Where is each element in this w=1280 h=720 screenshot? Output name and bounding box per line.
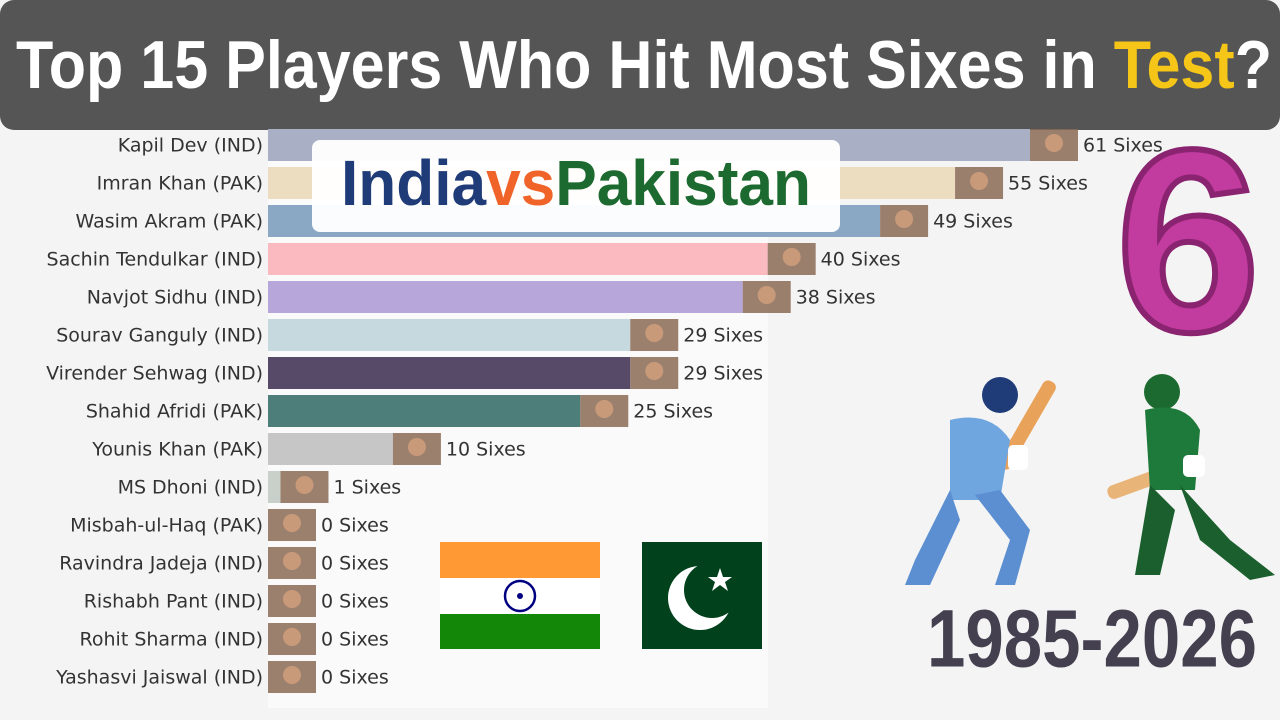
player-face xyxy=(895,210,914,228)
player-face xyxy=(283,666,301,684)
six-badge: 6 xyxy=(1116,97,1261,387)
category-label: Navjot Sidhu (IND) xyxy=(87,287,263,309)
value-label: 61 Sixes xyxy=(1083,135,1163,157)
category-label: Virender Sehwag (IND) xyxy=(46,363,263,385)
pakistan-batsman xyxy=(1107,374,1275,580)
subtitle-box xyxy=(312,140,840,232)
bar xyxy=(268,319,631,351)
value-label: 0 Sixes xyxy=(321,515,389,537)
category-label: Yashasvi Jaiswal (IND) xyxy=(55,667,263,689)
category-label: Shahid Afridi (PAK) xyxy=(86,401,263,423)
india-batsman xyxy=(905,377,1056,585)
category-label: Misbah-ul-Haq (PAK) xyxy=(70,515,263,537)
subtitle: IndiavsPakistan xyxy=(341,147,811,219)
chart-title: Top 15 Players Who Hit Most Sixes in Tes… xyxy=(16,27,1272,103)
title-part: Test xyxy=(1114,27,1235,103)
player-face xyxy=(595,400,614,418)
category-label: Rohit Sharma (IND) xyxy=(80,629,263,651)
value-label: 0 Sixes xyxy=(321,591,389,613)
category-label: Ravindra Jadeja (IND) xyxy=(59,553,263,575)
bar xyxy=(268,357,631,389)
player-face xyxy=(283,590,301,608)
value-label: 38 Sixes xyxy=(796,287,876,309)
value-label: 0 Sixes xyxy=(321,667,389,689)
player-face xyxy=(283,514,301,532)
player-face xyxy=(295,476,314,494)
value-label: 0 Sixes xyxy=(321,629,389,651)
value-label: 29 Sixes xyxy=(683,363,763,385)
title-part: ? xyxy=(1235,27,1272,103)
value-label: 25 Sixes xyxy=(633,401,713,423)
bar xyxy=(268,395,581,427)
title-banner xyxy=(0,0,1280,130)
category-label: Imran Khan (PAK) xyxy=(97,173,263,195)
value-label: 10 Sixes xyxy=(446,439,526,461)
bar xyxy=(268,281,743,313)
player-face xyxy=(645,324,664,342)
value-label: 55 Sixes xyxy=(1008,173,1088,195)
player-face xyxy=(757,286,776,304)
player-face xyxy=(782,248,801,266)
period: 1985-2026 xyxy=(927,594,1257,685)
value-label: 49 Sixes xyxy=(933,211,1013,233)
value-label: 1 Sixes xyxy=(333,477,401,499)
value-label: 0 Sixes xyxy=(321,553,389,575)
player-face xyxy=(283,552,301,570)
category-label: Younis Khan (PAK) xyxy=(91,439,263,461)
title-part: vs xyxy=(486,147,555,219)
value-label: 40 Sixes xyxy=(821,249,901,271)
pakistan-flag xyxy=(642,542,762,649)
player-face xyxy=(407,438,426,456)
player-face xyxy=(283,628,301,646)
title-part: India xyxy=(341,147,486,219)
category-label: Sourav Ganguly (IND) xyxy=(56,325,263,347)
category-label: MS Dhoni (IND) xyxy=(118,477,263,499)
india-flag xyxy=(440,542,600,649)
title-part: Pakistan xyxy=(555,147,811,219)
category-label: Sachin Tendulkar (IND) xyxy=(47,249,263,271)
category-label: Rishabh Pant (IND) xyxy=(84,591,263,613)
player-face xyxy=(970,172,989,190)
title-part: Top 15 Players Who Hit Most Sixes in xyxy=(16,27,1114,103)
value-label: 29 Sixes xyxy=(683,325,763,347)
category-label: Wasim Akram (PAK) xyxy=(76,211,263,233)
bar xyxy=(268,433,393,465)
category-label: Kapil Dev (IND) xyxy=(118,135,263,157)
player-face xyxy=(1045,134,1063,152)
bar xyxy=(268,471,281,503)
player-face xyxy=(645,362,664,380)
bar xyxy=(268,243,768,275)
